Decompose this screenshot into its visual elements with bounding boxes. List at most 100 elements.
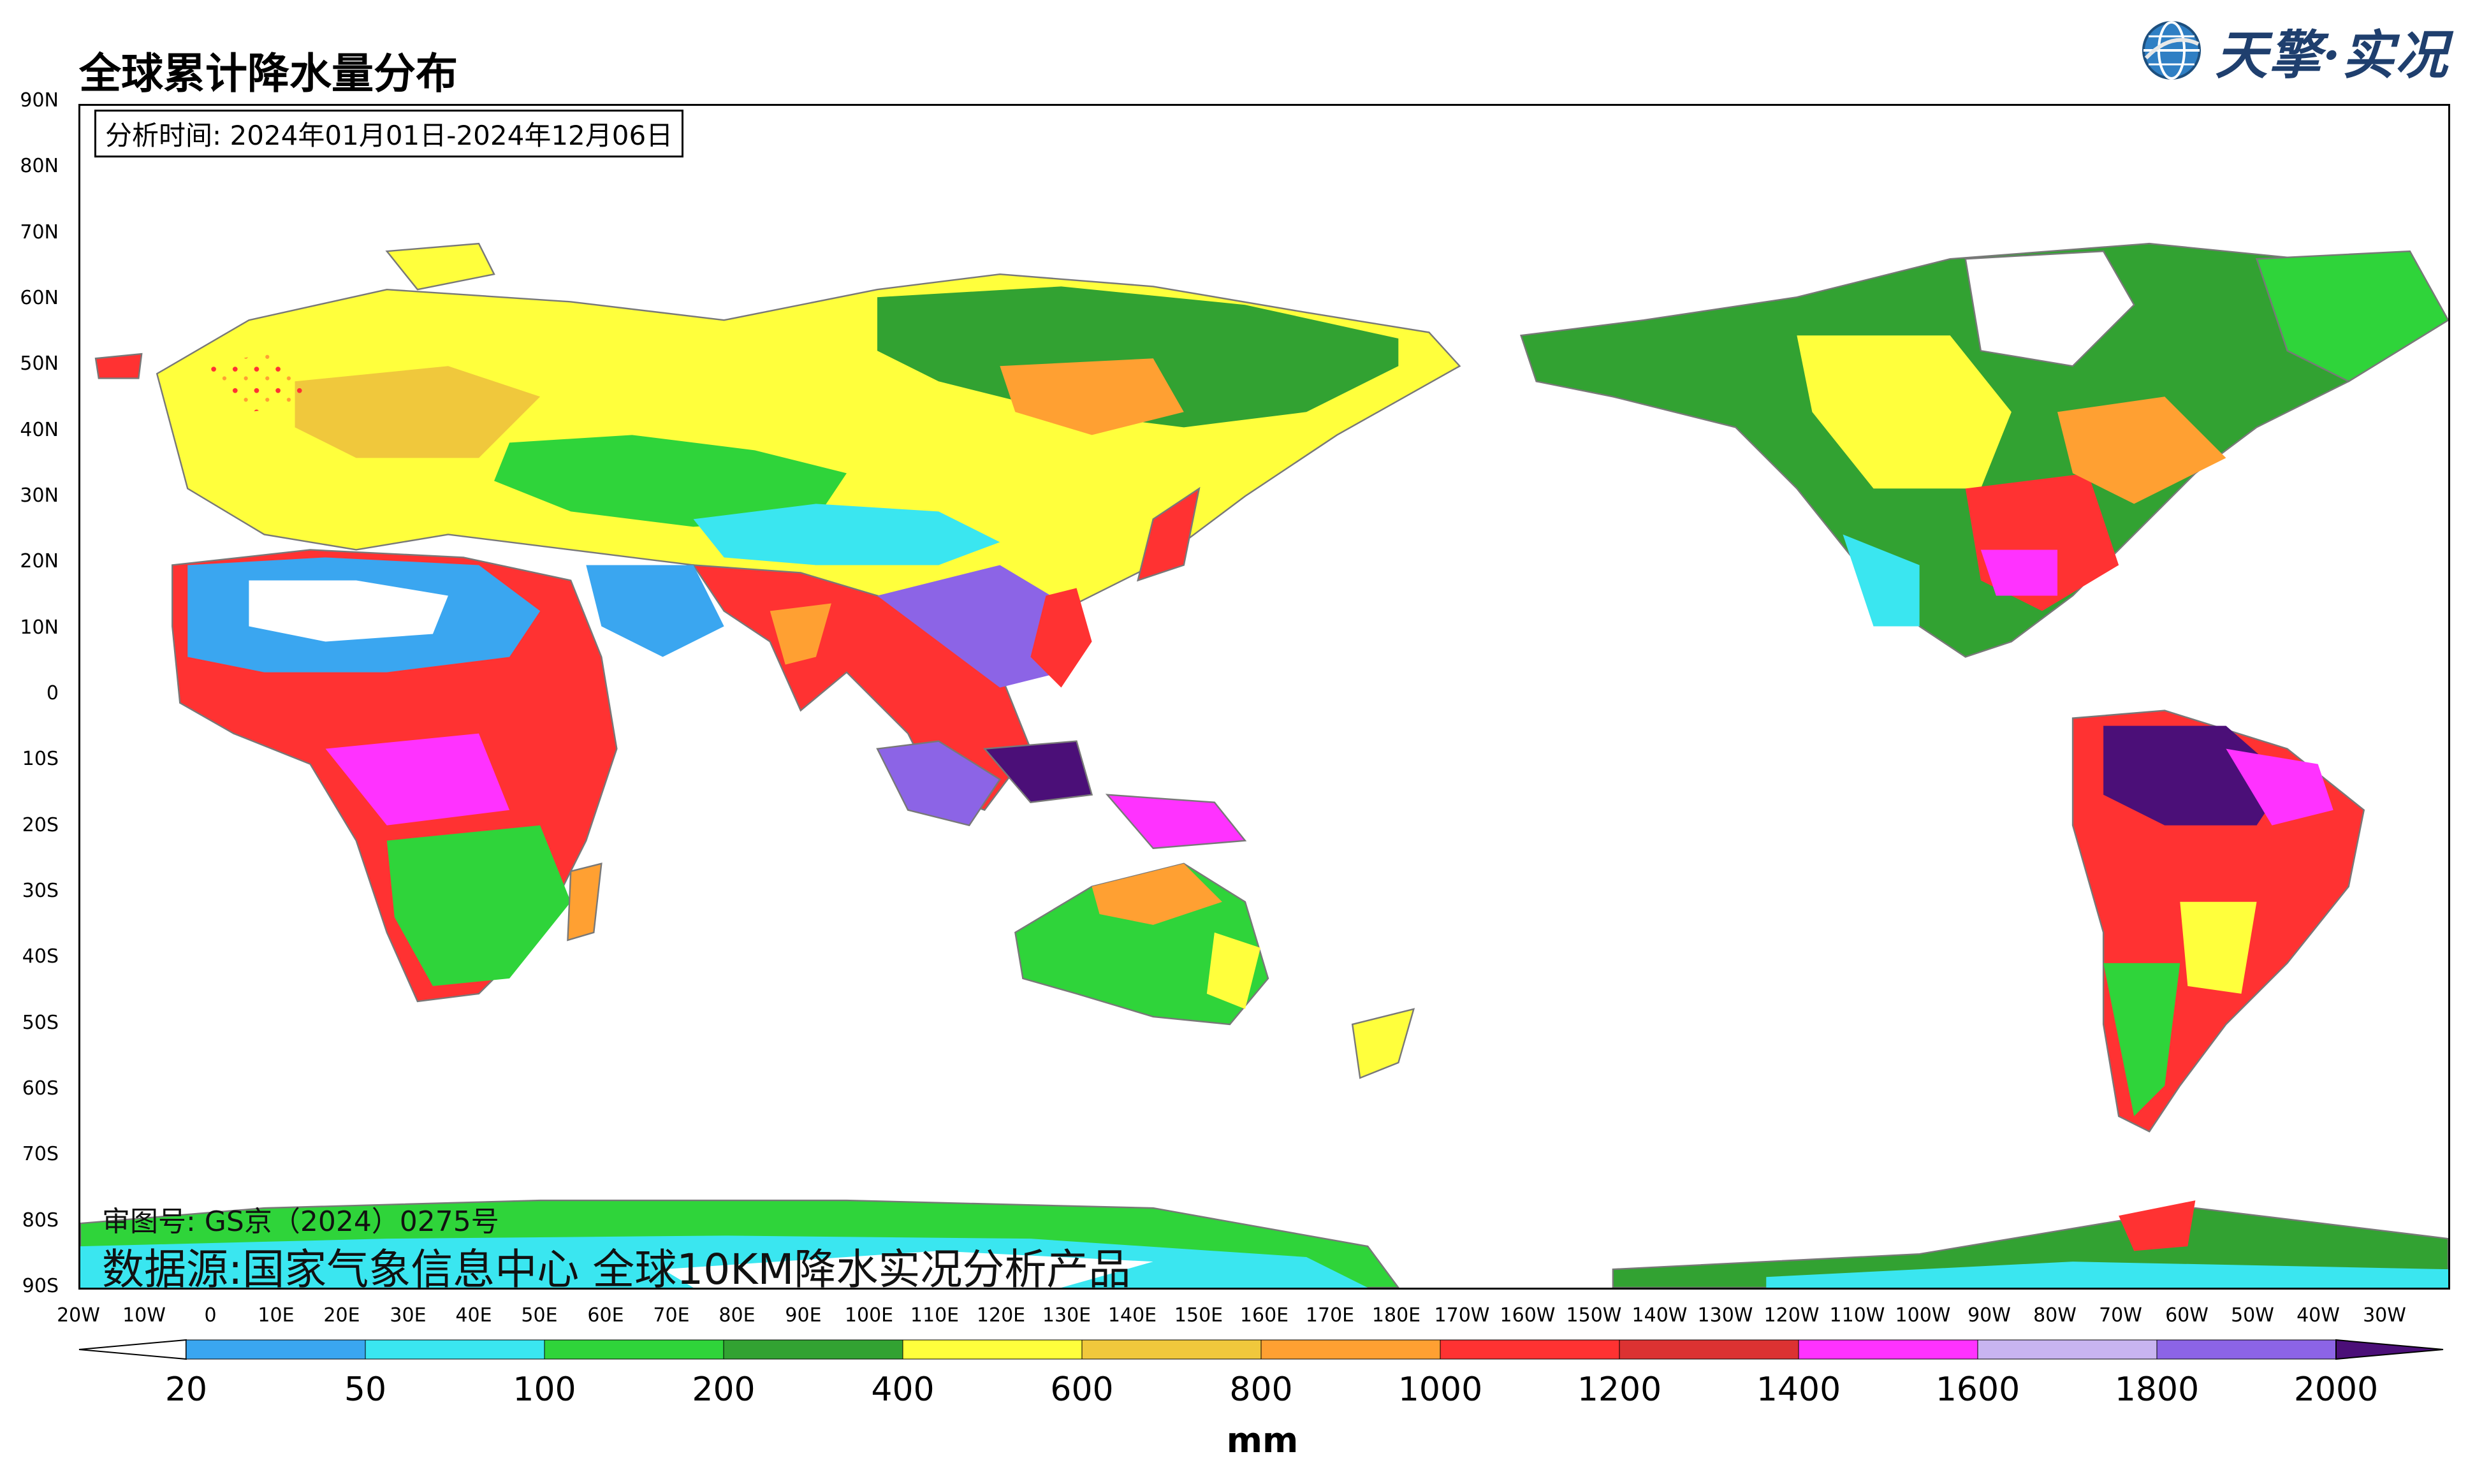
lat-tick-label: 50N bbox=[20, 353, 59, 375]
lon-tick-label: 160W bbox=[1500, 1304, 1556, 1327]
lat-tick-label: 20S bbox=[22, 814, 59, 836]
brand-logo: 天擎·实况 bbox=[2140, 15, 2449, 86]
lat-tick-label: 30N bbox=[20, 484, 59, 507]
lon-tick-label: 40E bbox=[455, 1304, 492, 1327]
lon-tick-label: 140W bbox=[1632, 1304, 1688, 1327]
logo-text: 天擎·实况 bbox=[2215, 24, 2449, 86]
region-south-america bbox=[2071, 709, 2365, 1133]
colorbar-tick-label: 20 bbox=[164, 1371, 208, 1409]
lat-tick-label: 40N bbox=[20, 419, 59, 441]
lon-tick-label: 60W bbox=[2165, 1304, 2209, 1327]
colorbar-tick-label: 400 bbox=[871, 1371, 935, 1409]
lat-tick-label: 80S bbox=[22, 1209, 59, 1232]
colorbar-segment bbox=[723, 1339, 903, 1360]
lon-tick-label: 180E bbox=[1371, 1304, 1421, 1327]
colorbar-tick-label: 200 bbox=[692, 1371, 756, 1409]
colorbar-segment bbox=[1440, 1339, 1620, 1360]
lon-tick-label: 170E bbox=[1305, 1304, 1355, 1327]
lon-tick-label: 100E bbox=[844, 1304, 894, 1327]
lon-tick-label: 100W bbox=[1895, 1304, 1951, 1327]
colorbar-unit: mm bbox=[1226, 1420, 1299, 1460]
region-africa bbox=[172, 549, 618, 1003]
colorbar-segment bbox=[2156, 1339, 2337, 1360]
region-greenland-north bbox=[94, 242, 495, 379]
colorbar bbox=[78, 1339, 2444, 1360]
lon-tick-label: 30E bbox=[390, 1304, 427, 1327]
colorbar-segment bbox=[1977, 1339, 2158, 1360]
lat-tick-label: 30S bbox=[22, 880, 59, 902]
colorbar-tick-label: 800 bbox=[1229, 1371, 1293, 1409]
lon-tick-label: 50W bbox=[2231, 1304, 2274, 1327]
lat-tick-label: 10S bbox=[22, 748, 59, 770]
colorbar-under-arrow bbox=[78, 1339, 187, 1360]
lon-tick-label: 30W bbox=[2363, 1304, 2406, 1327]
colorbar-segment bbox=[1798, 1339, 1978, 1360]
colorbar-tick-label: 1000 bbox=[1398, 1371, 1483, 1409]
lat-tick-label: 70N bbox=[20, 221, 59, 244]
colorbar-tick-label: 50 bbox=[344, 1371, 387, 1409]
lon-tick-label: 120E bbox=[976, 1304, 1026, 1327]
analysis-time-box: 分析时间: 2024年01月01日-2024年12月06日 bbox=[94, 110, 684, 157]
region-northern-eurasia bbox=[156, 273, 1461, 612]
colorbar-segment bbox=[544, 1339, 724, 1360]
region-north-america bbox=[1520, 242, 2448, 658]
lat-tick-label: 60S bbox=[22, 1077, 59, 1100]
globe-logo-icon bbox=[2142, 21, 2201, 80]
lat-tick-label: 60N bbox=[20, 287, 59, 309]
lon-tick-label: 10E bbox=[258, 1304, 295, 1327]
lat-tick-label: 10N bbox=[20, 616, 59, 639]
colorbar-tick-label: 2000 bbox=[2293, 1371, 2379, 1409]
lon-tick-label: 110W bbox=[1829, 1304, 1885, 1327]
lat-tick-label: 90S bbox=[22, 1275, 59, 1297]
lon-tick-label: 170W bbox=[1434, 1304, 1490, 1327]
region-south-asia bbox=[586, 564, 1077, 811]
colorbar-segment bbox=[1081, 1339, 1262, 1360]
map-canvas bbox=[80, 242, 2448, 1288]
lon-tick-label: 120W bbox=[1763, 1304, 1820, 1327]
lon-tick-label: 70W bbox=[2099, 1304, 2142, 1327]
colorbar-segment bbox=[365, 1339, 545, 1360]
lat-tick-label: 50S bbox=[22, 1012, 59, 1034]
lon-tick-label: 150E bbox=[1174, 1304, 1223, 1327]
lon-tick-label: 160E bbox=[1239, 1304, 1289, 1327]
colorbar-segment bbox=[902, 1339, 1083, 1360]
colorbar-segment bbox=[1619, 1339, 1799, 1360]
region-maritime-asia bbox=[876, 486, 1247, 850]
review-number: 审图号: GS京（2024）0275号 bbox=[102, 1205, 499, 1238]
colorbar-tick-label: 1200 bbox=[1577, 1371, 1662, 1409]
lat-tick-label: 70S bbox=[22, 1143, 59, 1165]
lon-tick-label: 50E bbox=[521, 1304, 558, 1327]
colorbar-tick-label: 100 bbox=[513, 1371, 576, 1409]
lat-tick-label: 80N bbox=[20, 155, 59, 177]
lon-tick-label: 20W bbox=[57, 1304, 100, 1327]
chart-title: 全球累计降水量分布 bbox=[79, 49, 458, 98]
lon-tick-label: 110E bbox=[910, 1304, 960, 1327]
lon-tick-label: 20E bbox=[323, 1304, 360, 1327]
region-antarctica bbox=[80, 1199, 2448, 1288]
lon-tick-label: 130W bbox=[1697, 1304, 1753, 1327]
lat-tick-label: 90N bbox=[20, 89, 59, 112]
lat-tick-label: 20N bbox=[20, 550, 59, 572]
lon-tick-label: 90E bbox=[785, 1304, 822, 1327]
colorbar-over-arrow bbox=[2335, 1339, 2444, 1360]
lon-tick-label: 40W bbox=[2296, 1304, 2340, 1327]
colorbar-tick-label: 1400 bbox=[1756, 1371, 1841, 1409]
lat-tick-label: 40S bbox=[22, 945, 59, 968]
colorbar-tick-label: 600 bbox=[1050, 1371, 1114, 1409]
lon-tick-label: 10W bbox=[122, 1304, 166, 1327]
colorbar-segment bbox=[186, 1339, 366, 1360]
lon-tick-label: 60E bbox=[587, 1304, 624, 1327]
lon-tick-label: 0 bbox=[204, 1304, 217, 1327]
colorbar-segment bbox=[1260, 1339, 1441, 1360]
colorbar-tick-label: 1800 bbox=[2114, 1371, 2200, 1409]
colorbar-tick-label: 1600 bbox=[1935, 1371, 2020, 1409]
lat-tick-label: 0 bbox=[46, 682, 59, 704]
lon-tick-label: 140E bbox=[1107, 1304, 1157, 1327]
region-australia bbox=[1014, 862, 1415, 1079]
lon-tick-label: 90W bbox=[1968, 1304, 2011, 1327]
lon-tick-label: 80E bbox=[719, 1304, 756, 1327]
lon-tick-label: 70E bbox=[653, 1304, 690, 1327]
lon-tick-label: 150W bbox=[1566, 1304, 1622, 1327]
lon-tick-label: 130E bbox=[1042, 1304, 1092, 1327]
data-source: 数据源:国家气象信息中心 全球10KM降水实况分析产品 bbox=[102, 1245, 1131, 1294]
